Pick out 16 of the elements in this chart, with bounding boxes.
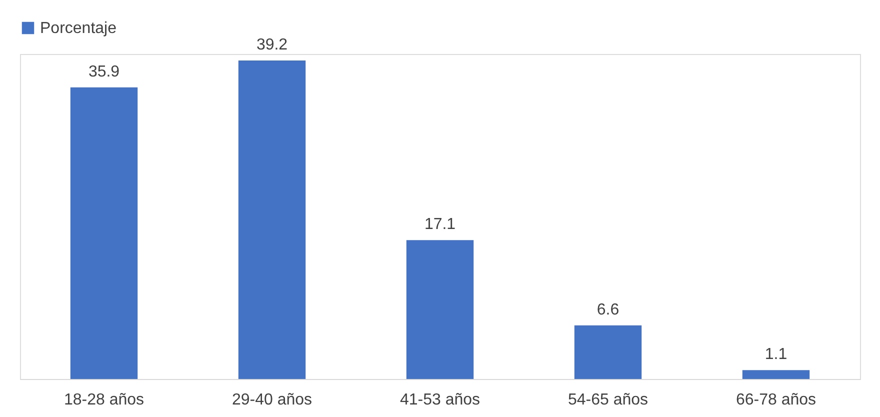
bar [574, 325, 642, 379]
data-label: 6.6 [596, 301, 620, 318]
bar [70, 87, 138, 379]
data-label: 1.1 [764, 346, 788, 364]
x-tick-label: 41-53 años [400, 392, 480, 408]
legend-label: Porcentaje [40, 20, 117, 37]
bar [238, 60, 306, 379]
x-tick-label: 54-65 años [568, 392, 648, 408]
data-label: 17.1 [424, 216, 456, 234]
x-tick-label: 18-28 años [64, 392, 144, 408]
x-tick-label: 66-78 años [736, 392, 816, 408]
bar [406, 240, 474, 379]
x-tick-label: 29-40 años [232, 392, 312, 408]
bar [742, 370, 810, 379]
data-label: 35.9 [88, 63, 120, 80]
data-label: 39.2 [256, 36, 288, 54]
